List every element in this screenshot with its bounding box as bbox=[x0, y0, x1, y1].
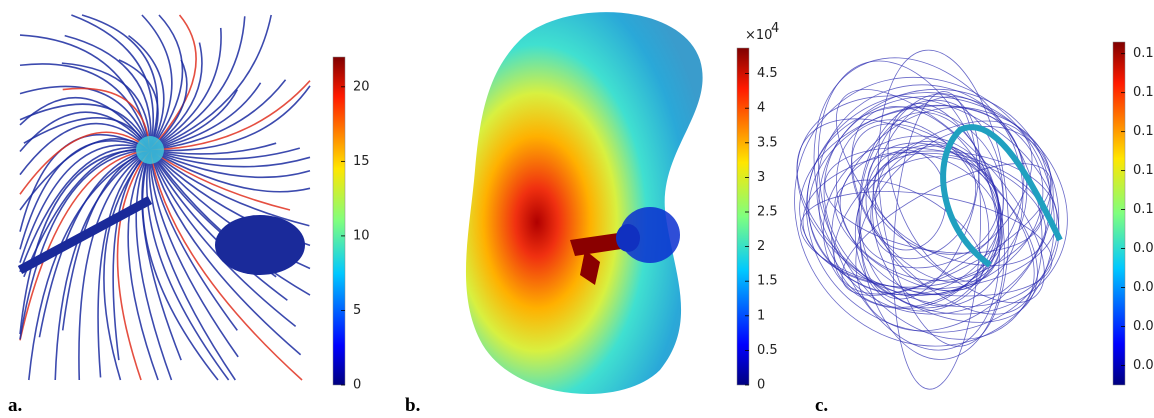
streamline-render bbox=[20, 15, 310, 380]
tick-label: 5 bbox=[353, 303, 361, 318]
field-loop bbox=[786, 39, 1032, 373]
center bbox=[136, 136, 164, 164]
tick-label: 0.12 bbox=[1133, 163, 1154, 178]
streamline bbox=[142, 150, 181, 360]
tick-label: 20 bbox=[353, 79, 370, 94]
kidney-render bbox=[466, 12, 703, 394]
colorbar bbox=[1113, 42, 1125, 385]
tick-label: 2.5 bbox=[757, 205, 778, 220]
tick-label: 3.5 bbox=[757, 135, 778, 150]
colorbar-exponent: 4 bbox=[771, 21, 779, 36]
tick-label: 0.06 bbox=[1133, 280, 1154, 295]
tick-label: 1 bbox=[757, 308, 765, 323]
vessel bbox=[20, 200, 150, 270]
figure: a.05101520b.00.511.522.533.544.5×104c.0.… bbox=[0, 0, 1154, 418]
panel-label: a. bbox=[8, 395, 22, 416]
tick-label: 0.1 bbox=[1133, 202, 1154, 217]
streamline bbox=[150, 150, 309, 226]
colorbar-multiplier: ×10 bbox=[745, 28, 772, 43]
field-loop bbox=[816, 132, 1050, 269]
tick-label: 15 bbox=[353, 154, 370, 169]
tick-label: 2 bbox=[757, 239, 765, 254]
tick-label: 0.5 bbox=[757, 343, 778, 358]
tick-label: 3 bbox=[757, 170, 765, 185]
streamline-render bbox=[743, 19, 1106, 397]
panel-label: c. bbox=[815, 395, 828, 416]
tick-label: 0.18 bbox=[1133, 46, 1154, 61]
tick-label: 0.16 bbox=[1133, 85, 1154, 100]
tick-label: 0 bbox=[757, 378, 765, 393]
panel-label: b. bbox=[405, 395, 420, 416]
heart bbox=[215, 215, 305, 275]
tick-label: 0 bbox=[353, 378, 361, 393]
tick-label: 1.5 bbox=[757, 274, 778, 289]
tick-label: 0.08 bbox=[1133, 241, 1154, 256]
colorbar bbox=[737, 48, 749, 385]
streamline bbox=[20, 35, 150, 150]
colorbar bbox=[333, 57, 345, 385]
tick-label: 0.14 bbox=[1133, 124, 1154, 139]
tick-label: 0.04 bbox=[1133, 319, 1154, 334]
tick-label: 4 bbox=[757, 101, 765, 116]
tick-label: 10 bbox=[353, 228, 370, 243]
tick-label: 4.5 bbox=[757, 66, 778, 81]
tick-label: 0.02 bbox=[1133, 358, 1154, 373]
